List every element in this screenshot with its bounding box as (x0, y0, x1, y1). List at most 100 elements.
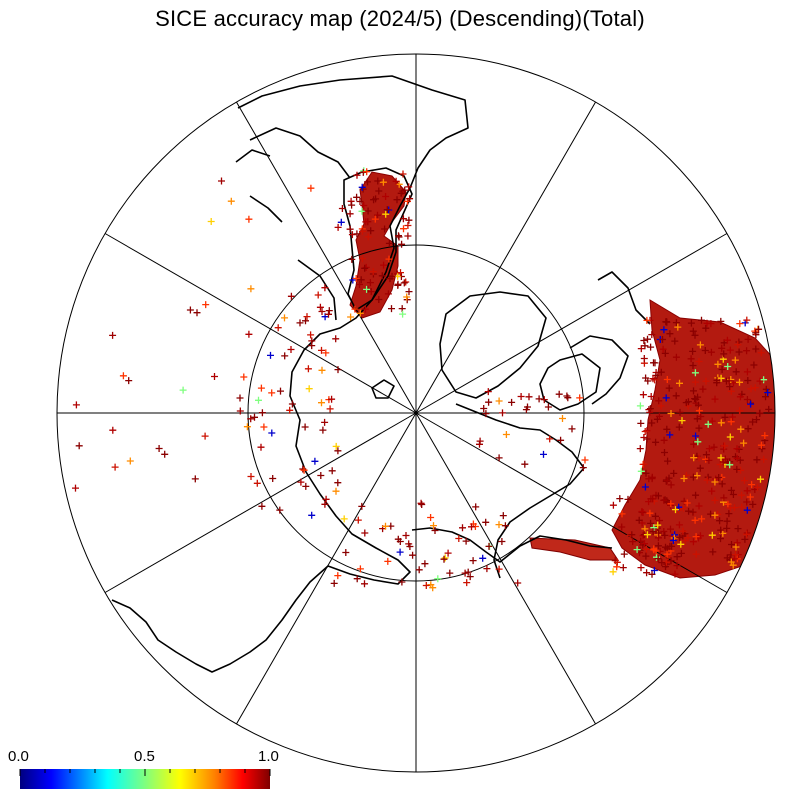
accuracy-marker (654, 542, 662, 550)
accuracy-marker (642, 552, 650, 560)
accuracy-marker (702, 324, 710, 332)
accuracy-marker (735, 348, 743, 356)
accuracy-marker (695, 502, 703, 510)
accuracy-marker (672, 353, 680, 361)
accuracy-marker (718, 480, 726, 488)
accuracy-marker (654, 492, 662, 500)
meridian-line (415, 412, 728, 593)
accuracy-marker (703, 476, 711, 484)
accuracy-marker (360, 202, 368, 209)
accuracy-marker (659, 336, 666, 343)
accuracy-marker (476, 440, 483, 448)
accuracy-marker (317, 472, 325, 479)
accuracy-marker (727, 387, 735, 395)
accuracy-marker (669, 537, 677, 544)
accuracy-marker (544, 403, 552, 411)
accuracy-marker (731, 551, 739, 559)
accuracy-marker (406, 195, 414, 203)
accuracy-marker (679, 527, 687, 535)
accuracy-marker (367, 227, 375, 235)
accuracy-marker (361, 529, 369, 537)
accuracy-marker (322, 495, 330, 503)
accuracy-marker (663, 425, 671, 433)
accuracy-marker (702, 451, 710, 459)
accuracy-marker (683, 499, 691, 507)
accuracy-marker (662, 394, 670, 402)
accuracy-marker (733, 454, 741, 462)
accuracy-marker (321, 418, 329, 426)
accuracy-marker (455, 535, 463, 542)
accuracy-marker (616, 495, 624, 503)
accuracy-marker (348, 231, 356, 239)
accuracy-marker (469, 557, 477, 565)
accuracy-marker (418, 501, 426, 508)
accuracy-marker (482, 518, 490, 526)
accuracy-marker (654, 534, 662, 542)
accuracy-marker (517, 393, 525, 400)
accuracy-marker (672, 392, 680, 400)
accuracy-marker (650, 567, 658, 574)
accuracy-marker (338, 205, 346, 212)
accuracy-marker (711, 478, 719, 486)
accuracy-marker (659, 345, 667, 353)
accuracy-marker (385, 239, 393, 247)
accuracy-marker (662, 476, 670, 484)
accuracy-marker (480, 405, 488, 412)
accuracy-marker (732, 543, 740, 551)
accuracy-marker (667, 525, 674, 533)
accuracy-marker (664, 457, 672, 465)
accuracy-marker (756, 410, 764, 417)
accuracy-marker (384, 557, 392, 565)
accuracy-marker (361, 264, 369, 272)
accuracy-marker (660, 528, 668, 535)
accuracy-marker (399, 215, 407, 223)
accuracy-marker (738, 491, 746, 499)
accuracy-marker (641, 483, 649, 491)
accuracy-marker (637, 419, 645, 427)
accuracy-marker (546, 435, 554, 443)
accuracy-marker (646, 509, 654, 517)
accuracy-marker (714, 360, 722, 368)
accuracy-marker (581, 456, 589, 464)
accuracy-marker (179, 386, 187, 394)
accuracy-marker (609, 501, 617, 509)
accuracy-marker (753, 416, 760, 424)
accuracy-marker (380, 261, 388, 269)
accuracy-marker (318, 346, 325, 354)
map-title: SICE accuracy map (2024/5) (Descending)(… (155, 6, 645, 31)
accuracy-marker (716, 517, 724, 525)
accuracy-marker (637, 467, 645, 475)
accuracy-marker (731, 356, 739, 364)
accuracy-marker (643, 569, 651, 577)
accuracy-marker (666, 431, 674, 439)
accuracy-marker (734, 525, 742, 533)
accuracy-marker (648, 331, 656, 339)
accuracy-marker (691, 378, 699, 386)
accuracy-marker (652, 547, 660, 555)
accuracy-marker (709, 548, 717, 556)
accuracy-marker (740, 439, 748, 447)
accuracy-marker (636, 445, 644, 453)
accuracy-marker (353, 575, 361, 583)
coastline-hudson-bay (343, 167, 413, 311)
accuracy-marker (499, 512, 507, 520)
accuracy-marker (305, 385, 313, 393)
accuracy-marker (415, 566, 423, 574)
accuracy-marker (499, 409, 506, 417)
accuracy-marker (736, 320, 744, 328)
accuracy-marker (307, 184, 315, 192)
accuracy-marker (240, 373, 248, 381)
accuracy-marker (498, 538, 506, 545)
accuracy-marker (495, 521, 503, 529)
accuracy-marker (707, 510, 715, 518)
accuracy-marker (708, 487, 716, 495)
accuracy-marker (346, 210, 354, 218)
accuracy-marker (689, 508, 697, 516)
accuracy-marker (379, 178, 387, 186)
accuracy-marker (374, 177, 382, 185)
accuracy-marker (694, 401, 702, 409)
accuracy-marker (733, 465, 741, 473)
accuracy-marker (673, 553, 681, 561)
accuracy-marker (356, 198, 364, 205)
accuracy-marker (747, 385, 755, 393)
